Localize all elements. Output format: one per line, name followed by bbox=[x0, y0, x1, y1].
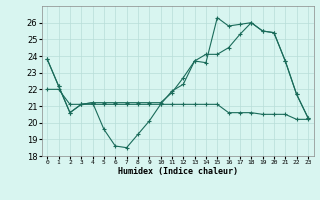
X-axis label: Humidex (Indice chaleur): Humidex (Indice chaleur) bbox=[118, 167, 237, 176]
